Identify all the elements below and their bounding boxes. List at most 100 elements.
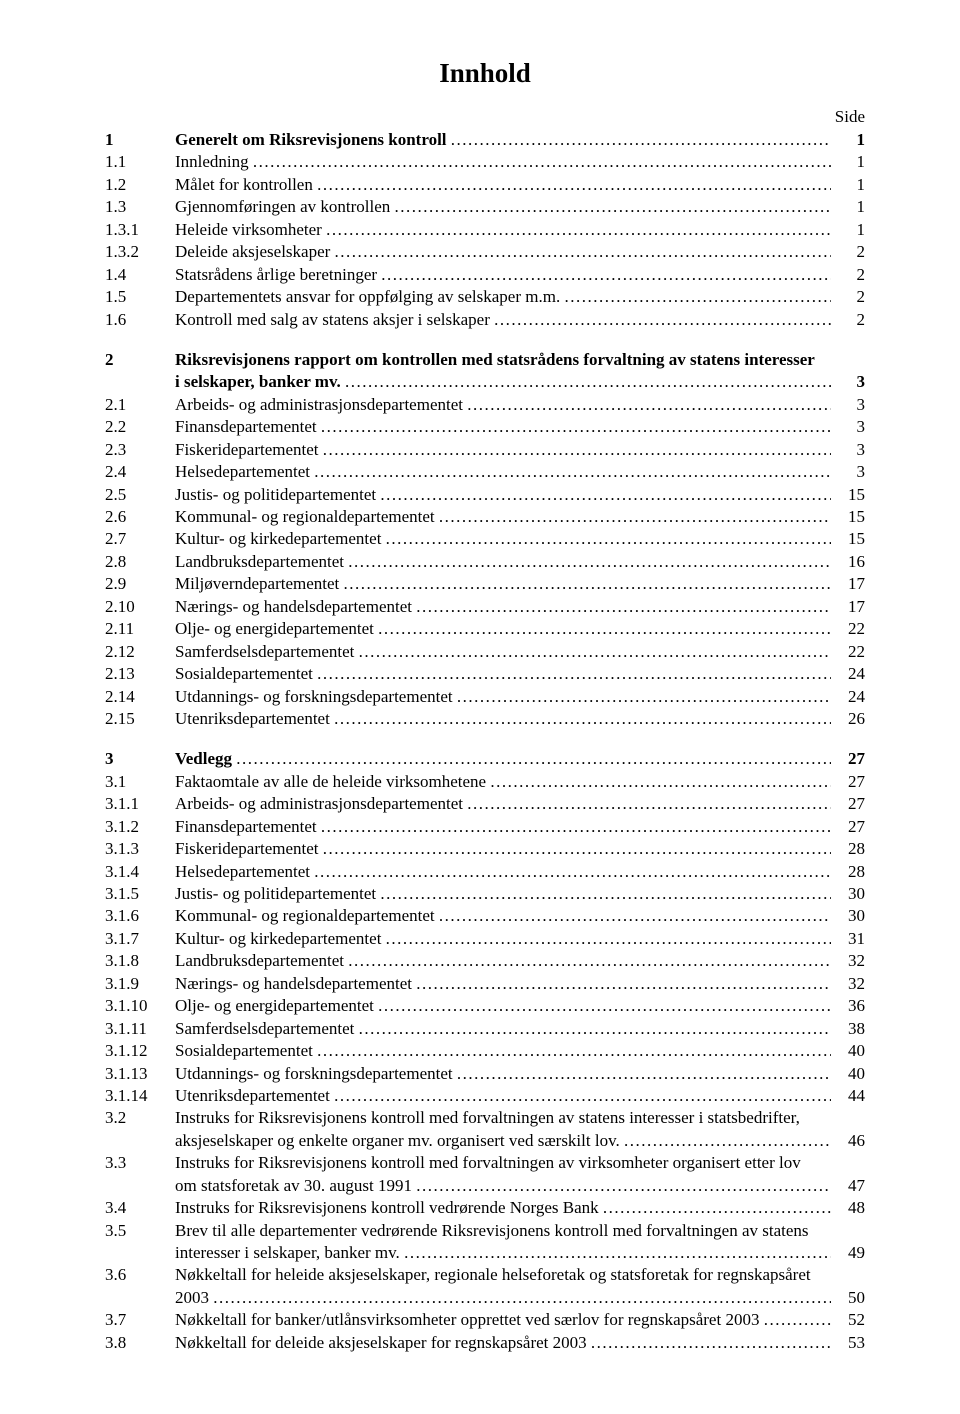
toc-leader xyxy=(378,995,831,1017)
toc-row: 3.1.3Fiskeridepartementet 28 xyxy=(105,838,865,860)
toc-row: om statsforetak av 30. august 1991 47 xyxy=(105,1175,865,1197)
toc-leader xyxy=(380,484,831,506)
toc-text-col: Utdannings- og forskningsdepartementet xyxy=(175,1063,831,1085)
toc-row: 3.1.8Landbruksdepartementet 32 xyxy=(105,950,865,972)
toc-row: 3.1.6Kommunal- og regionaldepartementet … xyxy=(105,905,865,927)
toc-text-col: Arbeids- og administrasjonsdepartementet xyxy=(175,793,831,815)
toc-number: 3.2 xyxy=(105,1107,175,1129)
toc-text: Nærings- og handelsdepartementet xyxy=(175,596,412,618)
toc-text-col: Nøkkeltall for heleide aksjeselskaper, r… xyxy=(175,1264,831,1286)
toc-row: 1.2Målet for kontrollen 1 xyxy=(105,174,865,196)
toc-row: 3.1.9Nærings- og handelsdepartementet 32 xyxy=(105,973,865,995)
toc-leader xyxy=(344,573,831,595)
toc-text: Instruks for Riksrevisjonens kontroll me… xyxy=(175,1152,801,1174)
toc-text: Helsedepartementet xyxy=(175,861,310,883)
toc-number: 2.1 xyxy=(105,394,175,416)
toc-row: 3.1.11Samferdselsdepartementet 38 xyxy=(105,1018,865,1040)
toc-text-col: Instruks for Riksrevisjonens kontroll ve… xyxy=(175,1197,831,1219)
toc-number: 3.1.9 xyxy=(105,973,175,995)
toc-leader xyxy=(404,1242,831,1264)
toc-row: 2.4Helsedepartementet 3 xyxy=(105,461,865,483)
toc-page: 22 xyxy=(831,641,865,663)
toc-leader xyxy=(334,708,831,730)
toc-row: 1.4Statsrådens årlige beretninger 2 xyxy=(105,264,865,286)
toc-number: 2.14 xyxy=(105,686,175,708)
toc-leader xyxy=(416,1175,831,1197)
toc-text: Finansdepartementet xyxy=(175,816,317,838)
toc-page: 17 xyxy=(831,596,865,618)
toc-text: 2003 xyxy=(175,1287,209,1309)
toc-text-col: Fiskeridepartementet xyxy=(175,439,831,461)
toc-text: Utdannings- og forskningsdepartementet xyxy=(175,686,453,708)
toc-text: Utenriksdepartementet xyxy=(175,1085,330,1107)
toc-text: Nøkkeltall for deleide aksjeselskaper fo… xyxy=(175,1332,587,1354)
toc-number: 3.3 xyxy=(105,1152,175,1174)
toc-number: 2.10 xyxy=(105,596,175,618)
toc-text-col: interesser i selskaper, banker mv. xyxy=(175,1242,831,1264)
toc-text-col: Riksrevisjonens rapport om kontrollen me… xyxy=(175,349,831,371)
toc-number: 2.12 xyxy=(105,641,175,663)
toc-page: 1 xyxy=(831,151,865,173)
toc-row: 2003 50 xyxy=(105,1287,865,1309)
toc-text: Nærings- og handelsdepartementet xyxy=(175,973,412,995)
toc-page: 30 xyxy=(831,883,865,905)
toc-text: aksjeselskaper og enkelte organer mv. or… xyxy=(175,1130,620,1152)
toc-leader xyxy=(335,241,831,263)
toc-text-col: Sosialdepartementet xyxy=(175,1040,831,1062)
toc-page: 17 xyxy=(831,573,865,595)
toc-number: 1.3.1 xyxy=(105,219,175,241)
toc-text: Statsrådens årlige beretninger xyxy=(175,264,377,286)
toc-leader xyxy=(395,196,831,218)
toc-text-col: Faktaomtale av alle de heleide virksomhe… xyxy=(175,771,831,793)
toc-text: Kommunal- og regionaldepartementet xyxy=(175,905,435,927)
toc-page: 52 xyxy=(831,1309,865,1331)
toc-number: 1.1 xyxy=(105,151,175,173)
toc-leader xyxy=(321,416,831,438)
toc-page: 2 xyxy=(831,264,865,286)
toc-leader xyxy=(439,905,831,927)
toc-row: 3.1Faktaomtale av alle de heleide virkso… xyxy=(105,771,865,793)
toc-number: 3.1.14 xyxy=(105,1085,175,1107)
toc-number: 1.4 xyxy=(105,264,175,286)
toc-leader xyxy=(457,686,831,708)
toc-page: 2 xyxy=(831,241,865,263)
toc-text: Helsedepartementet xyxy=(175,461,310,483)
toc-leader xyxy=(213,1287,831,1309)
toc-row: 3.3Instruks for Riksrevisjonens kontroll… xyxy=(105,1152,865,1174)
toc-row: 2.6Kommunal- og regionaldepartementet 15 xyxy=(105,506,865,528)
toc-row: 3.7Nøkkeltall for banker/utlånsvirksomhe… xyxy=(105,1309,865,1331)
toc-number: 3.1.1 xyxy=(105,793,175,815)
toc-page: 36 xyxy=(831,995,865,1017)
toc-leader xyxy=(439,506,831,528)
toc-text: Olje- og energidepartementet xyxy=(175,995,374,1017)
toc-text-col: Justis- og politidepartementet xyxy=(175,484,831,506)
toc-text-col: Helsedepartementet xyxy=(175,461,831,483)
toc-text-col: Innledning xyxy=(175,151,831,173)
toc-leader xyxy=(317,1040,831,1062)
toc-text-col: Kommunal- og regionaldepartementet xyxy=(175,905,831,927)
toc-text-col: Landbruksdepartementet xyxy=(175,950,831,972)
toc-number: 3.1.5 xyxy=(105,883,175,905)
toc-row: 2.9Miljøverndepartementet 17 xyxy=(105,573,865,595)
toc-text-col: Nærings- og handelsdepartementet xyxy=(175,596,831,618)
toc-text: Instruks for Riksrevisjonens kontroll me… xyxy=(175,1107,800,1129)
toc-leader xyxy=(564,286,831,308)
toc-page: 2 xyxy=(831,286,865,308)
toc-row: 1.3Gjennomføringen av kontrollen 1 xyxy=(105,196,865,218)
toc-leader xyxy=(764,1309,831,1331)
toc-text-col: Instruks for Riksrevisjonens kontroll me… xyxy=(175,1152,831,1174)
toc-leader xyxy=(416,596,831,618)
toc-leader xyxy=(314,461,831,483)
toc-text: om statsforetak av 30. august 1991 xyxy=(175,1175,412,1197)
toc-page: 15 xyxy=(831,528,865,550)
toc-row: 2.7Kultur- og kirkedepartementet 15 xyxy=(105,528,865,550)
toc-text-col: Generelt om Riksrevisjonens kontroll xyxy=(175,129,831,151)
toc-text-col: Utdannings- og forskningsdepartementet xyxy=(175,686,831,708)
toc-number: 2.4 xyxy=(105,461,175,483)
toc-row: 1.6Kontroll med salg av statens aksjer i… xyxy=(105,309,865,331)
toc-text: Heleide virksomheter xyxy=(175,219,322,241)
toc-text-col: Kommunal- og regionaldepartementet xyxy=(175,506,831,528)
toc-text-col: Nærings- og handelsdepartementet xyxy=(175,973,831,995)
toc-number: 3 xyxy=(105,748,175,770)
toc-text: Samferdselsdepartementet xyxy=(175,641,354,663)
